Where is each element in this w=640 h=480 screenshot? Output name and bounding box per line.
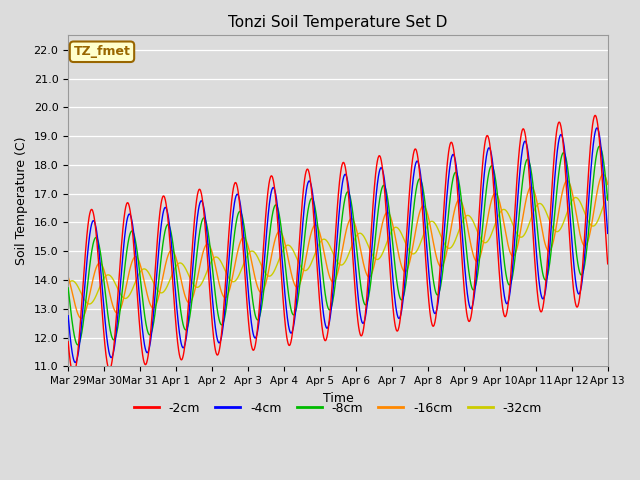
Y-axis label: Soil Temperature (C): Soil Temperature (C) <box>15 137 28 265</box>
X-axis label: Time: Time <box>323 392 353 405</box>
Legend: -2cm, -4cm, -8cm, -16cm, -32cm: -2cm, -4cm, -8cm, -16cm, -32cm <box>129 396 547 420</box>
Text: TZ_fmet: TZ_fmet <box>74 45 131 58</box>
Title: Tonzi Soil Temperature Set D: Tonzi Soil Temperature Set D <box>228 15 447 30</box>
